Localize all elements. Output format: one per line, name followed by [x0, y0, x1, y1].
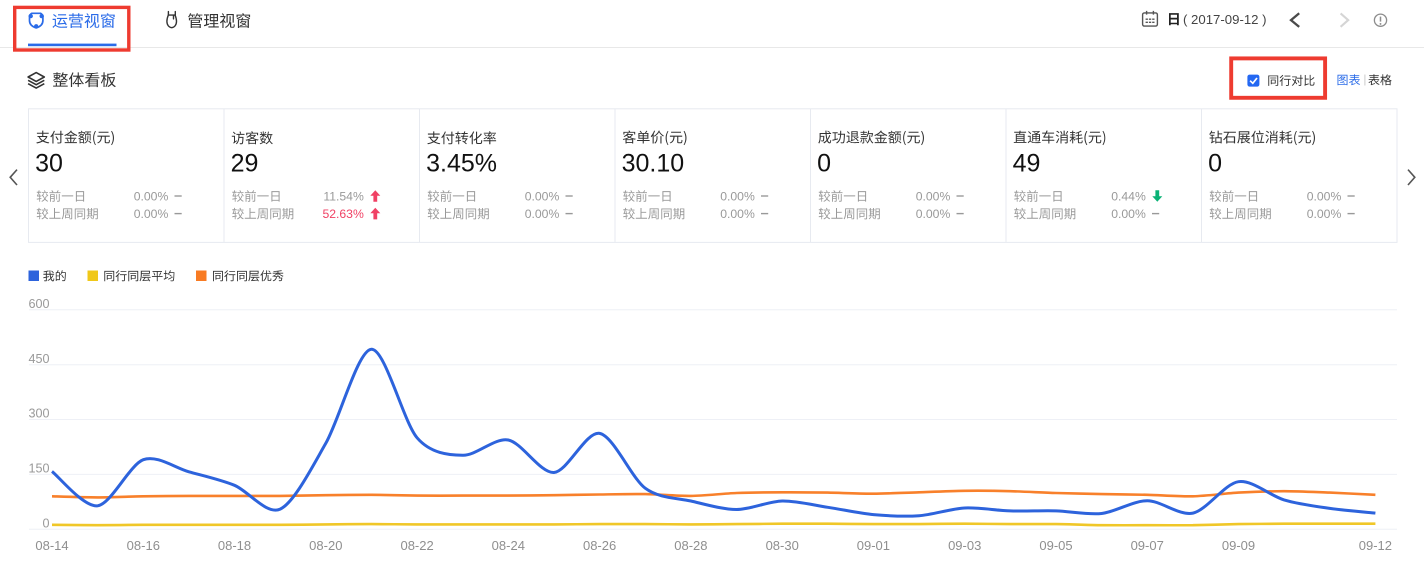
- svg-text:49: 49: [1013, 150, 1041, 178]
- svg-text:150: 150: [28, 462, 49, 476]
- svg-text:0.00%: 0.00%: [916, 189, 951, 203]
- svg-text:08-20: 08-20: [309, 538, 342, 553]
- svg-text:08-24: 08-24: [492, 538, 525, 553]
- svg-text:0.00%: 0.00%: [134, 207, 169, 221]
- svg-text:0.00%: 0.00%: [720, 189, 755, 203]
- svg-text:0.44%: 0.44%: [1111, 189, 1146, 203]
- svg-text:08-22: 08-22: [400, 538, 433, 553]
- svg-text:0.00%: 0.00%: [720, 207, 755, 221]
- svg-text:08-28: 08-28: [674, 538, 707, 553]
- svg-text:( 2017-09-12 ): ( 2017-09-12 ): [1183, 12, 1267, 27]
- svg-text:0.00%: 0.00%: [525, 207, 560, 221]
- svg-text:30.10: 30.10: [622, 150, 685, 178]
- svg-text:30: 30: [35, 150, 63, 178]
- svg-text:11.54%: 11.54%: [323, 189, 364, 203]
- svg-text:0.00%: 0.00%: [1111, 207, 1146, 221]
- svg-text:09-12: 09-12: [1359, 538, 1392, 553]
- svg-text:09-07: 09-07: [1131, 538, 1164, 553]
- svg-text:08-30: 08-30: [766, 538, 799, 553]
- svg-text:0.00%: 0.00%: [1307, 207, 1342, 221]
- svg-text:3.45%: 3.45%: [426, 150, 497, 178]
- svg-text:300: 300: [28, 407, 49, 421]
- svg-text:0: 0: [42, 516, 49, 530]
- svg-text:08-18: 08-18: [218, 538, 251, 553]
- svg-text:0: 0: [817, 150, 831, 178]
- svg-text:0.00%: 0.00%: [134, 189, 169, 203]
- svg-text:0: 0: [1208, 150, 1222, 178]
- svg-text:52.63%: 52.63%: [322, 207, 363, 221]
- svg-text:0.00%: 0.00%: [525, 189, 560, 203]
- svg-text:08-26: 08-26: [583, 538, 616, 553]
- svg-text:09-05: 09-05: [1039, 538, 1072, 553]
- svg-text:09-09: 09-09: [1222, 538, 1255, 553]
- svg-text:0.00%: 0.00%: [916, 207, 951, 221]
- svg-text:09-03: 09-03: [948, 538, 981, 553]
- svg-text:450: 450: [28, 352, 49, 366]
- svg-text:29: 29: [231, 150, 259, 178]
- svg-text:09-01: 09-01: [857, 538, 890, 553]
- svg-text:08-16: 08-16: [127, 538, 160, 553]
- svg-text:600: 600: [28, 297, 49, 311]
- svg-text:08-14: 08-14: [35, 538, 68, 553]
- svg-text:0.00%: 0.00%: [1307, 189, 1342, 203]
